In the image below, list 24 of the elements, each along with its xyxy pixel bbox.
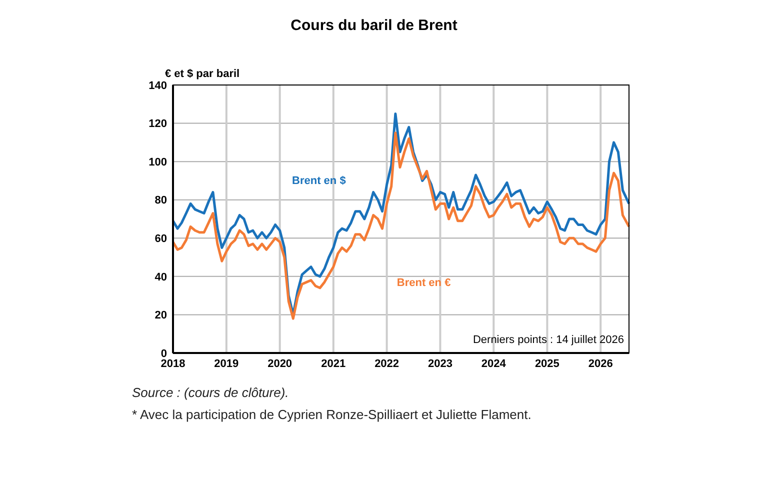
y-tick-label: 100 xyxy=(148,156,167,168)
x-tick-label: 2019 xyxy=(214,358,239,370)
x-tick-label: 2024 xyxy=(481,358,507,370)
source-note: Source : (cours de clôture). xyxy=(132,385,289,400)
x-tick-label: 2026 xyxy=(588,358,613,370)
x-tick-label: 2022 xyxy=(374,358,400,370)
x-tick-label: 2023 xyxy=(428,358,452,370)
text: Brent en $ xyxy=(292,175,346,188)
y-tick-label: 0 xyxy=(160,348,167,360)
y-tick-label: 60 xyxy=(154,232,167,245)
y-tick-label: 120 xyxy=(148,118,167,130)
y-axis-title: € et $ par baril xyxy=(165,68,240,80)
text: Brent en € xyxy=(396,277,451,289)
x-tick-label: 2021 xyxy=(321,358,346,370)
annotation: Derniers points : 14 juillet 2026 xyxy=(472,334,624,346)
y-tick-label: 40 xyxy=(154,271,167,284)
x-tick-label: 2025 xyxy=(534,358,560,370)
x-tick-label: 2020 xyxy=(268,358,292,370)
y-tick-label: 140 xyxy=(148,80,167,92)
text: * Avec la participation de Cyprien Ronze-Spilliaert et Juliette Flament. xyxy=(132,407,532,422)
y-tick-label: 20 xyxy=(154,310,167,322)
y-tick-label: 80 xyxy=(154,194,167,207)
x-tick-label: 2018 xyxy=(160,358,186,370)
chart-title: Cours du baril de Brent xyxy=(290,17,458,34)
